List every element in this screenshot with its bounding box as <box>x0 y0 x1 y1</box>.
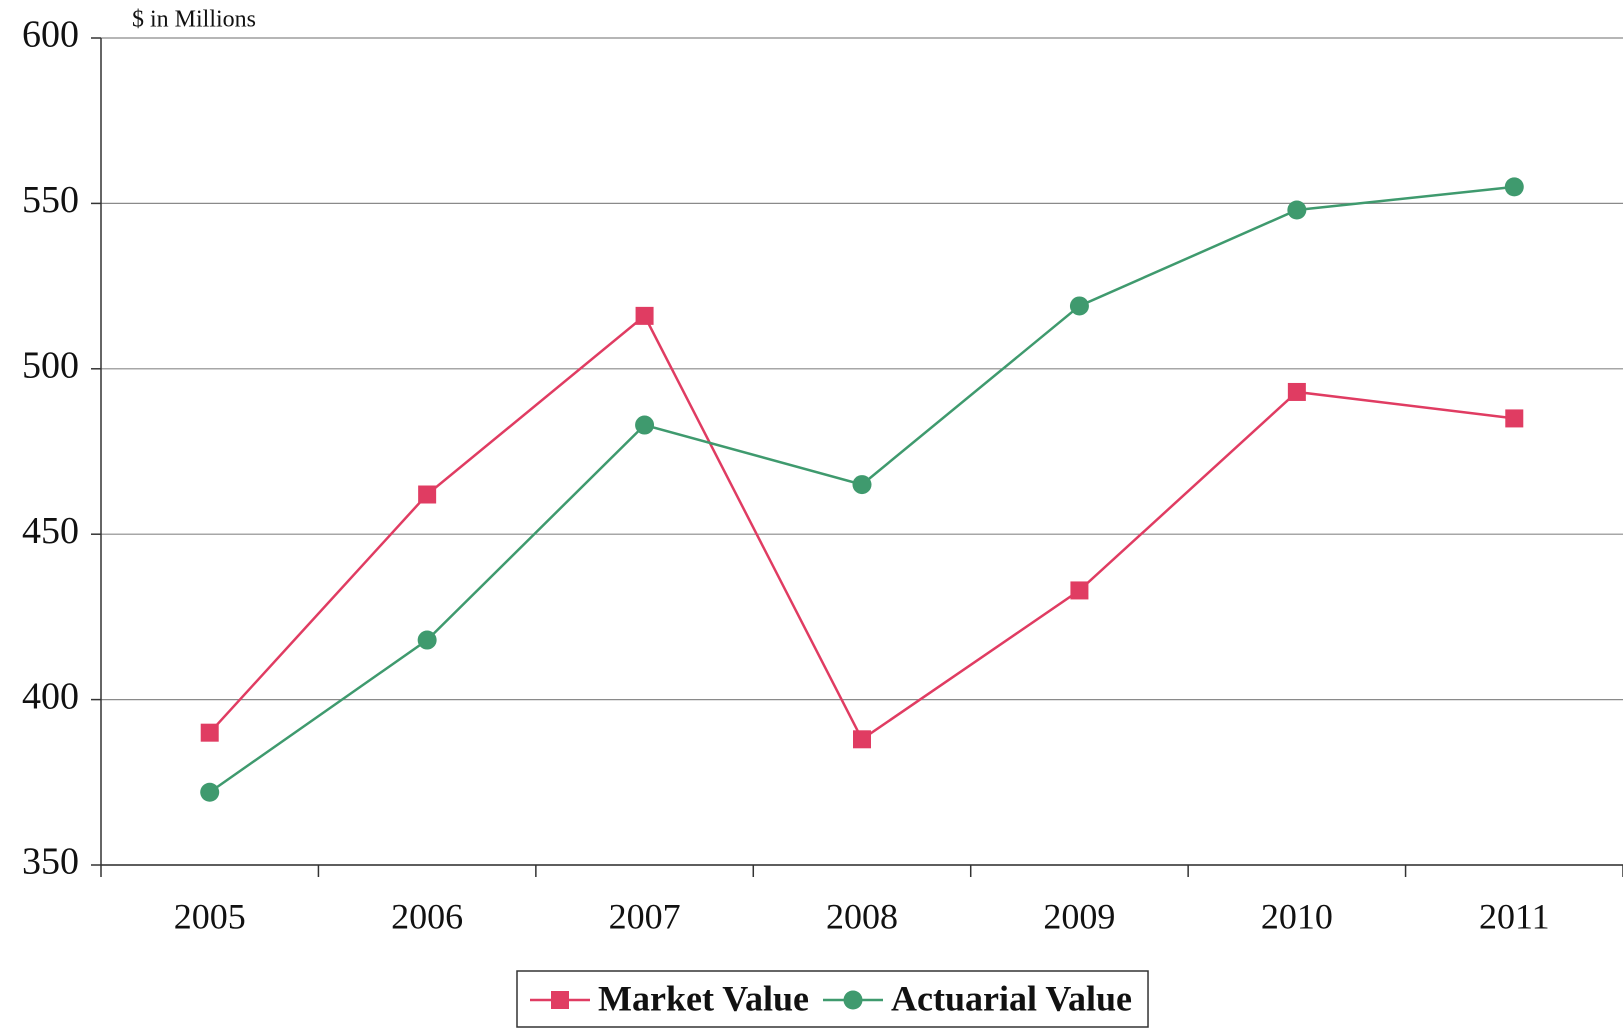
marker <box>417 630 437 650</box>
x-tick-label: 2010 <box>1261 896 1333 936</box>
marker <box>635 415 655 435</box>
x-tick-label: 2006 <box>391 896 463 936</box>
marker <box>1505 409 1524 428</box>
y-tick-label: 550 <box>22 179 79 221</box>
legend-label: Market Value <box>598 978 809 1018</box>
x-tick-label: 2007 <box>609 896 681 936</box>
marker <box>200 723 219 742</box>
series-line <box>208 313 1515 742</box>
y-axis-label: $ in Millions <box>132 7 256 33</box>
x-tick-label: 2009 <box>1043 896 1115 936</box>
legend-marker <box>551 991 569 1009</box>
marker <box>1287 382 1306 401</box>
series <box>200 306 1524 749</box>
marker <box>1504 177 1524 197</box>
y-tick-label: 600 <box>22 14 79 56</box>
y-tick-label: 400 <box>22 675 79 717</box>
marker <box>1287 200 1307 220</box>
x-tick-label: 2008 <box>826 896 898 936</box>
legend: Market Value Actuarial Value <box>516 970 1149 1028</box>
legend-label: Actuarial Value <box>891 978 1132 1018</box>
series <box>200 177 1524 802</box>
x-tick-label: 2011 <box>1479 896 1550 936</box>
y-tick-label: 500 <box>22 345 79 387</box>
y-tick-label: 350 <box>22 841 79 883</box>
y-tick-label: 450 <box>22 510 79 552</box>
marker <box>200 782 220 802</box>
marker <box>418 485 437 504</box>
legend-marker <box>843 990 863 1010</box>
marker <box>1069 296 1089 316</box>
marker <box>852 475 872 495</box>
marker <box>635 306 654 325</box>
x-tick-label: 2005 <box>174 896 246 936</box>
marker <box>853 730 871 749</box>
marker <box>1070 581 1089 600</box>
